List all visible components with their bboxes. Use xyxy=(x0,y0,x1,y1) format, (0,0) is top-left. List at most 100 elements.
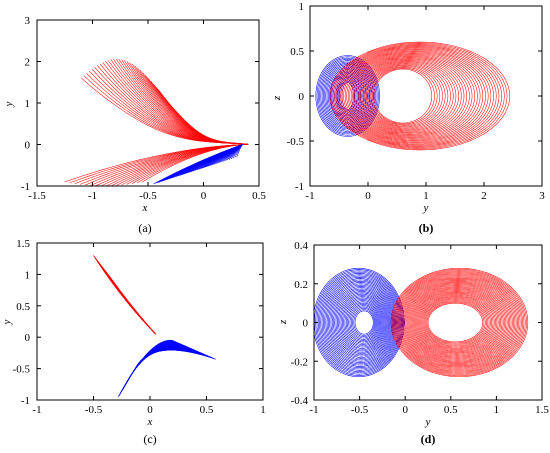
attractor-loop-red xyxy=(411,287,503,358)
attractor-loop-red xyxy=(396,272,522,373)
attractor-loop-blue xyxy=(331,287,391,358)
attractor-loop-red xyxy=(399,275,518,370)
attractor-loop-red xyxy=(338,47,494,145)
attractor-loop-blue xyxy=(320,275,399,370)
panel-a-xtick-label: -1 xyxy=(88,190,97,202)
attractor-loop-red xyxy=(417,292,496,353)
attractor-loop-blue xyxy=(317,273,401,372)
panel-c-xtick-label: -1 xyxy=(32,404,41,416)
attractor-loop-red xyxy=(370,66,438,126)
panel-d-xtick-label: 0 xyxy=(402,404,408,416)
panel-b-yticks: -1 -0.5 0 0.5 1 xyxy=(287,1,305,193)
trajectory-blue xyxy=(122,343,185,390)
attractor-loop-red xyxy=(358,59,459,133)
panel-b-xticks: -1 0 1 2 3 xyxy=(305,190,545,202)
attractor-loop-blue xyxy=(349,305,378,340)
panel-c-frame xyxy=(36,242,264,401)
panel-b-xtick-label: 0 xyxy=(365,190,371,202)
attractor-loop-red xyxy=(390,267,529,378)
panel-c-ytick-label: 0 xyxy=(25,332,31,344)
attractor-loop-red xyxy=(347,52,478,140)
panel-d-xtick-label: 0.5 xyxy=(444,404,458,416)
trajectory-red xyxy=(109,276,156,335)
attractor-loop-blue xyxy=(339,295,385,350)
trajectory-red xyxy=(105,271,156,335)
panel-d-plot xyxy=(314,267,529,378)
panel-d-ytick-label: -0.4 xyxy=(291,395,309,407)
panel-c-plot xyxy=(93,255,216,398)
trajectory-red xyxy=(104,270,156,335)
attractor-loop-red xyxy=(362,62,451,130)
panel-d-label: (d) xyxy=(421,432,436,446)
trajectory-red xyxy=(109,276,156,335)
attractor-loop-red xyxy=(355,57,465,135)
attractor-loop-blue xyxy=(324,279,397,366)
panel-d-xticks: -1 -0.5 0 0.5 1 1.5 xyxy=(309,404,549,416)
attractor-loop-blue xyxy=(335,291,388,354)
panel-b-xtick-label: 2 xyxy=(481,190,487,202)
trajectory-blue xyxy=(124,345,191,386)
panel-d-ytick-label: -0.2 xyxy=(291,356,308,368)
panel-d-ytick-label: 0 xyxy=(303,318,309,330)
panel-a-xticks: -1.5 -1 -0.5 0 0.5 xyxy=(28,190,266,202)
trajectory-blue xyxy=(130,348,204,378)
attractor-loop-blue xyxy=(343,298,383,347)
panel-a-label: (a) xyxy=(138,221,151,235)
trajectory-blue xyxy=(129,348,203,378)
panel-a-xtick-label: 0.5 xyxy=(252,190,266,202)
attractor-loop-blue xyxy=(322,62,373,130)
panel-c-yticks: -1 -0.5 0 0.5 1 1.5 xyxy=(13,238,31,407)
panel-d-ytick-label: 0.2 xyxy=(294,279,308,291)
trajectory-blue xyxy=(126,346,194,384)
trajectory-red xyxy=(142,144,249,183)
attractor-loop-red xyxy=(424,299,487,346)
attractor-loop-red xyxy=(364,63,449,129)
trajectory-red xyxy=(107,274,156,335)
attractor-loop-blue xyxy=(333,288,390,357)
attractor-loop-red xyxy=(414,289,500,356)
attractor-loop-red xyxy=(416,291,498,354)
attractor-loop-blue xyxy=(342,297,383,348)
panel-b-xlabel: y xyxy=(423,202,429,214)
panel-d-xtick-label: -0.5 xyxy=(351,404,369,416)
attractor-loop-blue xyxy=(329,284,393,361)
trajectory-red xyxy=(108,275,156,335)
trajectory-red xyxy=(106,271,156,335)
trajectory-red xyxy=(158,90,249,145)
attractor-loop-blue xyxy=(319,274,400,371)
attractor-loop-red xyxy=(427,302,483,343)
attractor-loop-blue xyxy=(314,267,405,378)
attractor-loop-blue xyxy=(325,280,396,365)
panel-d: -1 -0.5 0 0.5 1 1.5 -0.4 -0.2 0 0.2 0.4 … xyxy=(277,240,549,446)
attractor-loop-red xyxy=(426,301,485,344)
attractor-loop-red xyxy=(412,288,502,357)
trajectory-blue xyxy=(134,349,216,370)
panel-d-xtick-label: 1.5 xyxy=(535,404,549,416)
panel-a-xlabel: x xyxy=(142,202,148,214)
attractor-loop-red xyxy=(346,51,481,141)
trajectory-red xyxy=(74,144,249,184)
trajectory-red xyxy=(106,272,156,335)
trajectory-red xyxy=(108,274,156,335)
panel-c-ytick-label: 1 xyxy=(25,269,31,281)
panel-c-label: (c) xyxy=(143,432,156,446)
panel-d-ylabel: z xyxy=(277,319,289,325)
trajectory-red xyxy=(107,60,249,145)
attractor-loop-red xyxy=(361,61,454,131)
attractor-loop-blue xyxy=(325,65,370,127)
panel-b-ytick-label: -1 xyxy=(295,181,304,193)
panel-b-label: (b) xyxy=(419,221,434,235)
panel-b-ylabel: z xyxy=(271,95,283,101)
attractor-loop-red xyxy=(341,49,489,143)
attractor-loop-red xyxy=(350,54,473,138)
attractor-loop-blue xyxy=(331,71,364,121)
panel-a-ytick-label: 0 xyxy=(25,140,31,152)
attractor-loop-red xyxy=(406,282,509,363)
panel-d-xlabel: y xyxy=(425,416,431,428)
attractor-loop-red xyxy=(415,290,499,355)
attractor-loop-red xyxy=(353,56,468,136)
attractor-loop-blue xyxy=(326,282,395,363)
attractor-loop-blue xyxy=(352,308,376,337)
attractor-loop-blue xyxy=(345,301,381,344)
